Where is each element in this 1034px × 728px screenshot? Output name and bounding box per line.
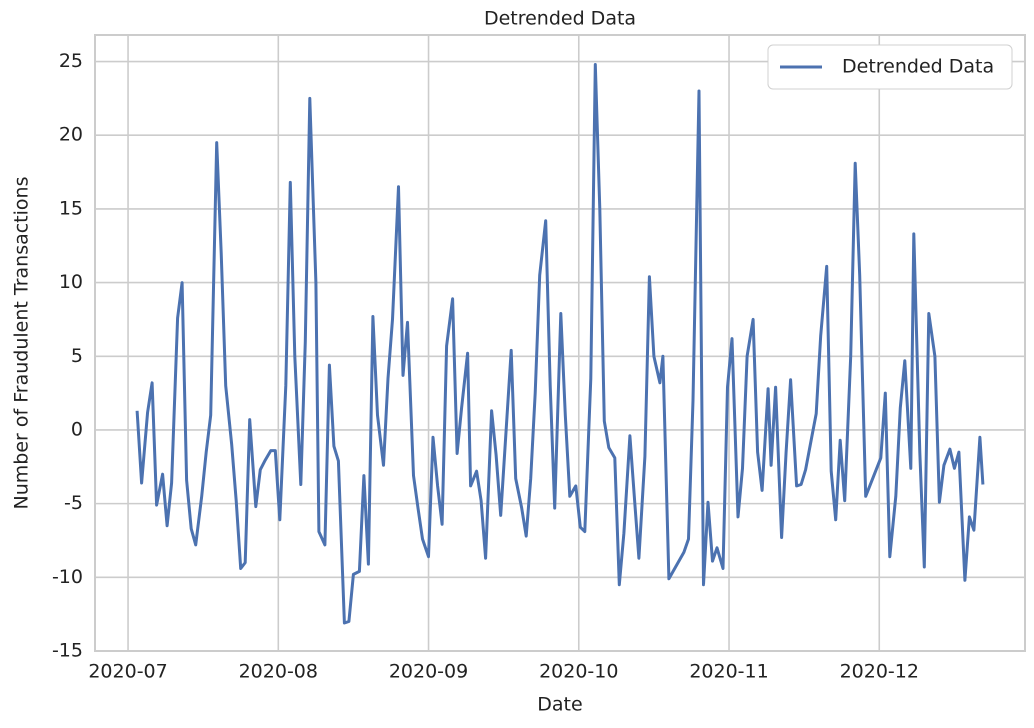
data-line bbox=[135, 63, 985, 625]
x-tick-label: 2020-10 bbox=[539, 661, 618, 683]
legend-box bbox=[767, 44, 1013, 90]
y-tick-label: -5 bbox=[64, 492, 83, 514]
chart-title: Detrended Data bbox=[484, 8, 636, 30]
x-tick-label: 2020-08 bbox=[239, 661, 318, 683]
legend-label: Detrended Data bbox=[842, 56, 994, 78]
y-tick-label: -15 bbox=[52, 640, 83, 662]
x-axis-label: Date bbox=[537, 694, 582, 716]
x-tick-label: 2020-11 bbox=[689, 661, 768, 683]
x-tick-label: 2020-07 bbox=[88, 661, 167, 683]
y-tick-label: 10 bbox=[59, 271, 83, 293]
y-tick-label: 20 bbox=[59, 124, 83, 146]
y-tick-label: -10 bbox=[52, 566, 83, 588]
x-tick-label: 2020-12 bbox=[840, 661, 919, 683]
y-tick-label: 15 bbox=[59, 197, 83, 219]
y-tick-label: 0 bbox=[71, 418, 83, 440]
y-axis-label: Number of Fraudulent Transactions bbox=[11, 177, 33, 510]
y-tick-label: 5 bbox=[71, 345, 83, 367]
plot-frame bbox=[94, 34, 1026, 652]
x-tick-label: 2020-09 bbox=[389, 661, 468, 683]
y-tick-label: 25 bbox=[59, 50, 83, 72]
